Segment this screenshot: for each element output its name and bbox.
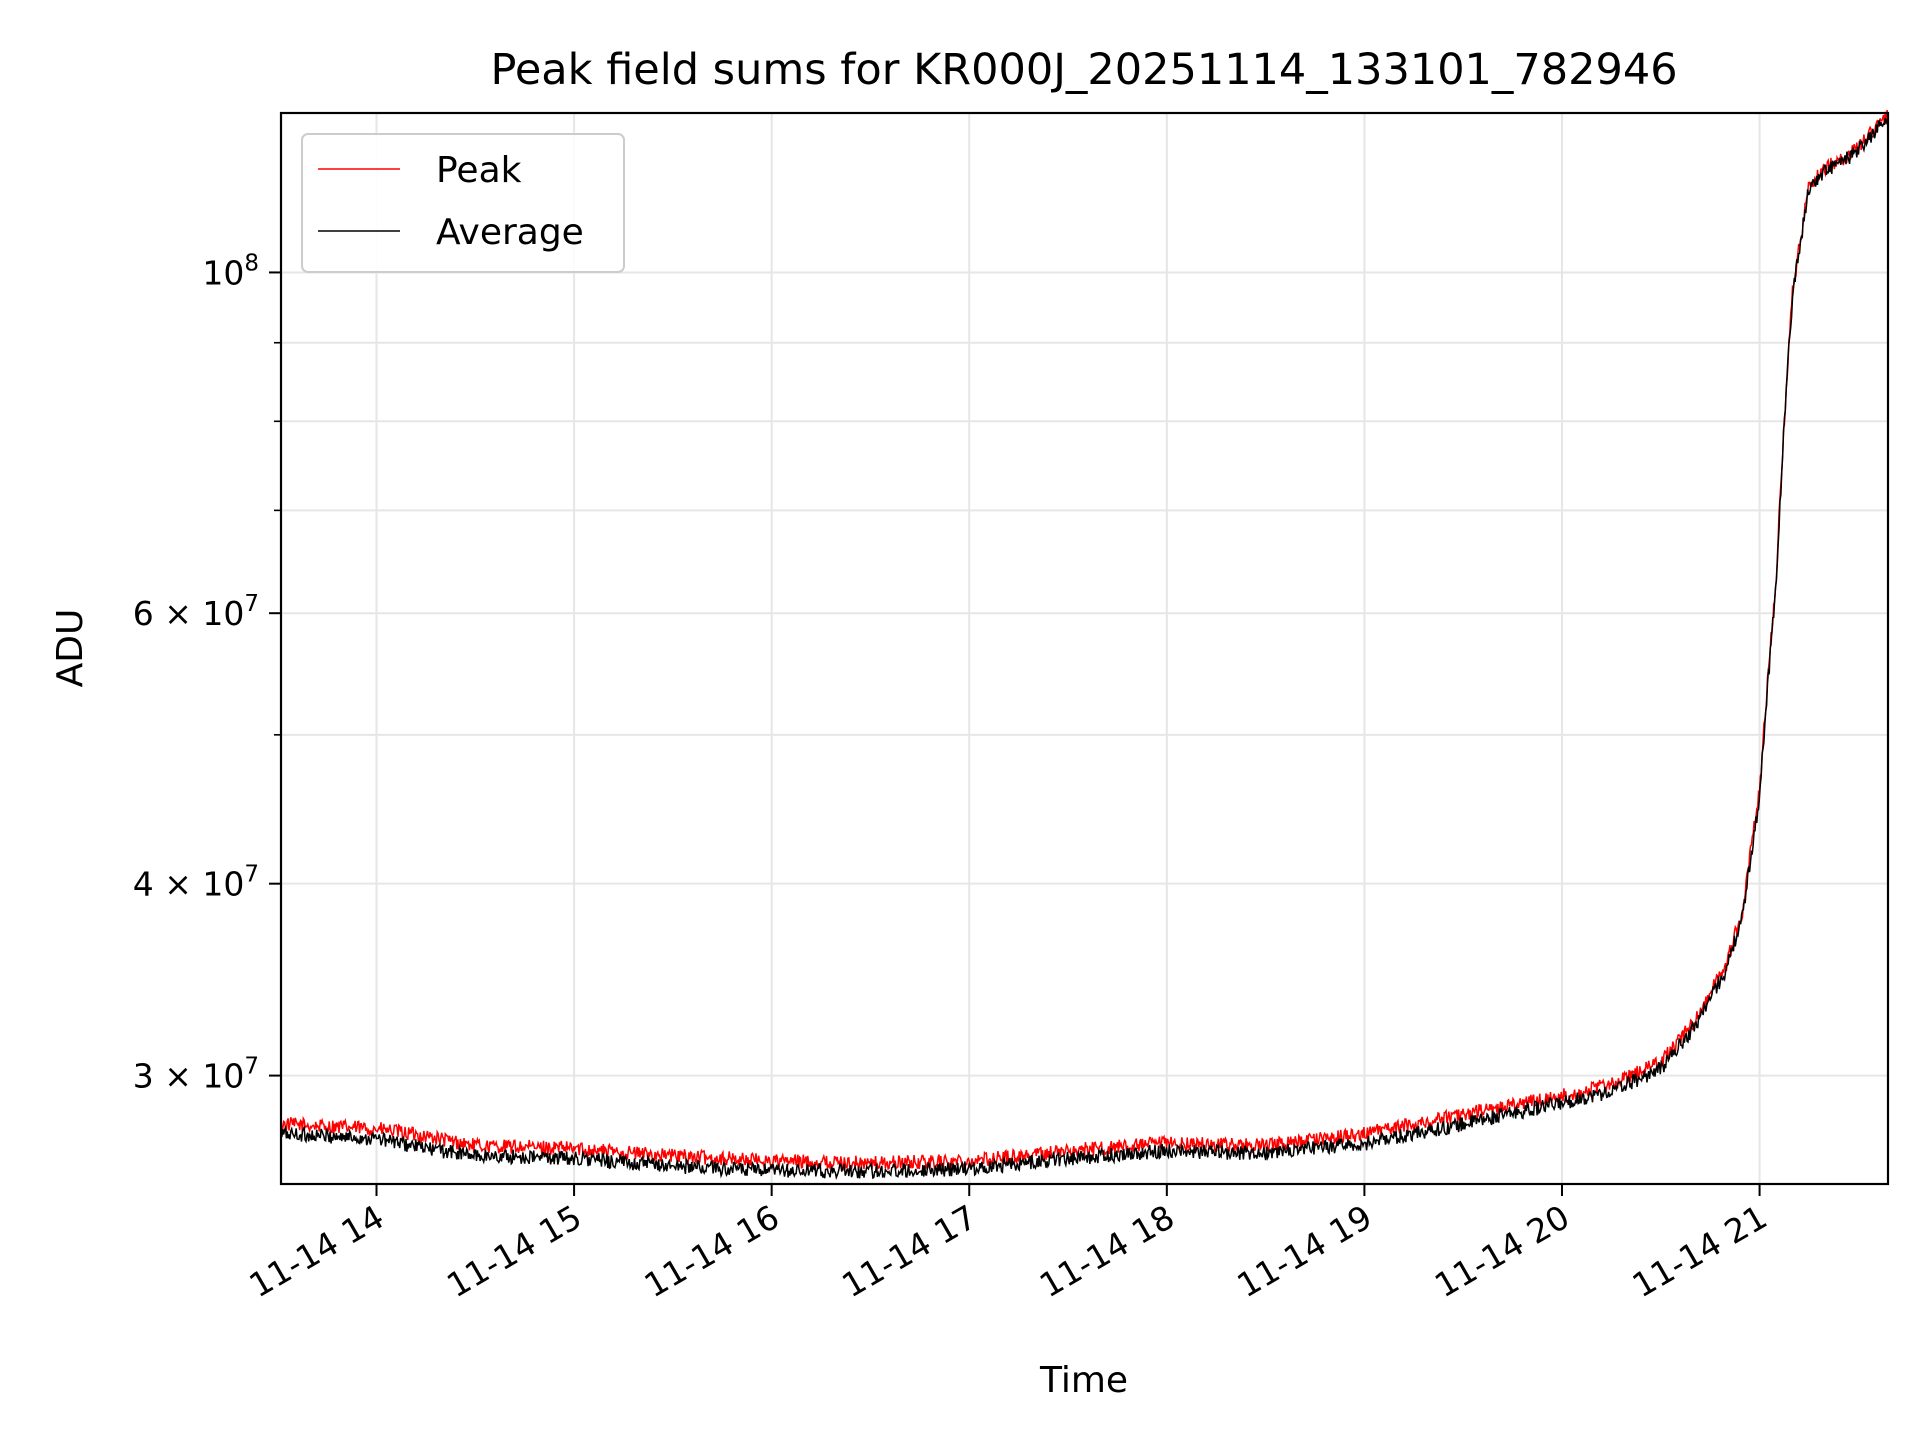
x-tick-label: 11-14 20: [1428, 1197, 1576, 1305]
x-tick-label: 11-14 19: [1230, 1197, 1378, 1305]
y-tick-label-base: 4 × 10: [133, 865, 245, 904]
series-layer: [280, 109, 1889, 1180]
x-tick-label: 11-14 21: [1626, 1197, 1774, 1305]
grid: [281, 113, 1888, 1184]
x-tick-label: 11-14 18: [1033, 1197, 1181, 1305]
x-tick-label: 11-14 16: [638, 1197, 786, 1305]
y-axis-label: ADU: [50, 609, 91, 688]
legend-label-peak: Peak: [436, 150, 522, 191]
y-tick-label: 3 × 107: [133, 1054, 259, 1096]
legend-label-average: Average: [436, 212, 584, 253]
x-tick-label: 11-14 14: [243, 1197, 391, 1305]
y-tick-label-base: 6 × 10: [133, 594, 245, 633]
x-tick-label: 11-14 17: [835, 1197, 983, 1305]
y-tick-label-exponent: 8: [244, 250, 259, 276]
plot-frame: [279, 111, 1890, 1186]
series-line-average: [280, 116, 1889, 1180]
legend: Peak Average: [301, 133, 625, 273]
y-tick-label-exponent: 7: [244, 591, 259, 617]
chart-title: Peak field sums for KR000J_20251114_1331…: [490, 45, 1677, 95]
y-tick-label-base: 10: [202, 253, 244, 292]
y-tick-label: 4 × 107: [133, 862, 259, 904]
y-tick-label-exponent: 7: [244, 862, 259, 888]
y-tick-label-exponent: 7: [244, 1054, 259, 1080]
y-tick-label-base: 3 × 10: [133, 1057, 245, 1096]
x-axis-ticks: 11-14 14 11-14 15 11-14 16 11-14 17 11-14 18…: [243, 1184, 1774, 1305]
y-tick-label: 6 × 107: [133, 591, 259, 633]
y-tick-label: 108: [202, 250, 259, 292]
x-axis-label: Time: [1039, 1360, 1128, 1401]
x-tick-label: 11-14 15: [440, 1197, 588, 1305]
